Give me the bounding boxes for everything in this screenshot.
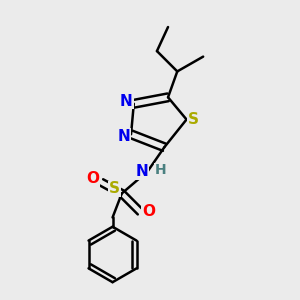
Text: N: N: [136, 164, 148, 179]
Text: O: O: [87, 171, 100, 186]
Text: N: N: [120, 94, 133, 109]
Text: O: O: [142, 204, 155, 219]
Text: H: H: [155, 163, 167, 177]
Text: S: S: [109, 181, 120, 196]
Text: S: S: [188, 112, 199, 127]
Text: N: N: [117, 129, 130, 144]
